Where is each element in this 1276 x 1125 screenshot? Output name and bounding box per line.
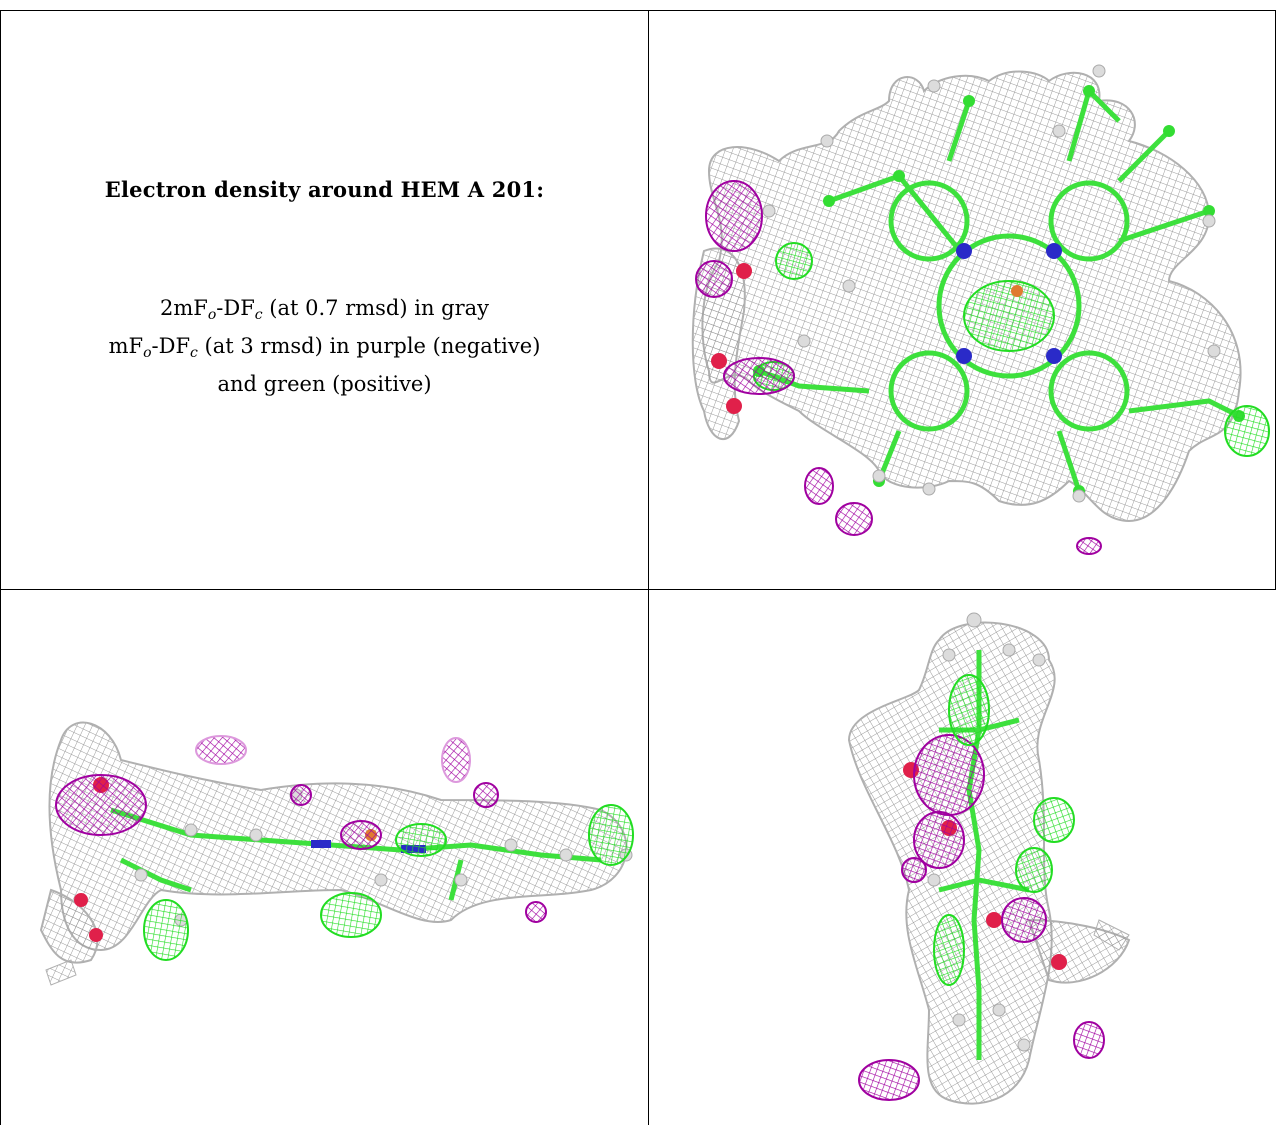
positive-density-blob — [963, 280, 1055, 352]
positive-density-blob — [1033, 797, 1075, 843]
heme-edge-vertical-panel — [649, 590, 1276, 1125]
nitrogen-atoms — [956, 243, 1062, 364]
negative-density-blob — [695, 260, 733, 298]
map-legend: 2mFo-DFc (at 0.7 rmsd) in gray mFo-DFc (… — [1, 293, 648, 400]
caption-cell: Electron density around HEM A 201: 2mFo-… — [1, 11, 648, 589]
negative-density-blob — [290, 784, 312, 806]
negative-density-blob — [340, 820, 382, 850]
heme-edge-vertical-image — [847, 612, 1131, 1105]
positive-density-blob — [1015, 847, 1053, 893]
negative-density-blob — [913, 811, 965, 869]
table-divider-horizontal — [0, 589, 1276, 590]
legend-subscript: c — [190, 345, 198, 361]
negative-density-blob — [804, 467, 834, 505]
negative-density-blob — [1001, 897, 1047, 943]
negative-density-blob — [705, 180, 763, 252]
negative-density-blob — [525, 901, 547, 923]
heme-face-on-panel — [649, 11, 1275, 589]
positive-density-blob — [1224, 405, 1270, 457]
legend-text: -DF — [151, 334, 191, 358]
legend-line-2fo-fc: 2mFo-DFc (at 0.7 rmsd) in gray — [1, 293, 648, 331]
iron-atom — [1011, 285, 1023, 297]
legend-line-fo-fc: mFo-DFc (at 3 rmsd) in purple (negative) — [1, 331, 648, 369]
legend-text: 2mF — [159, 296, 208, 320]
legend-text: mF — [108, 334, 144, 358]
positive-density-blob — [775, 242, 813, 280]
negative-density-blob — [55, 774, 147, 836]
positive-density-blob — [948, 674, 990, 746]
heme-edge-horizontal-image — [39, 721, 634, 986]
negative-density-blob — [835, 502, 873, 536]
hydrogen-atoms — [762, 64, 1221, 503]
negative-density-blob — [1076, 537, 1102, 555]
positive-density-blob — [320, 892, 382, 938]
negative-density-blob — [441, 737, 471, 783]
oxygen-atoms — [711, 263, 752, 414]
table-border-top — [0, 10, 1276, 11]
heme-edge-horizontal-panel — [1, 590, 648, 1125]
negative-density-blob — [901, 857, 927, 883]
legend-line-positive: and green (positive) — [217, 372, 432, 396]
negative-density-blob — [858, 1059, 920, 1101]
negative-density-blob — [473, 782, 499, 808]
table-divider-vertical — [648, 10, 649, 1125]
density-mesh-2fo-fc — [48, 721, 628, 952]
heme-face-on-image — [691, 64, 1270, 555]
density-mesh-fragment — [45, 959, 77, 986]
negative-density-blob — [1073, 1021, 1105, 1059]
positive-density-blob — [143, 899, 189, 961]
caption-title: Electron density around HEM A 201: — [104, 177, 545, 202]
positive-density-blob — [588, 804, 634, 866]
legend-subscript: o — [207, 307, 217, 323]
negative-density-blob — [195, 735, 247, 765]
density-mesh-fragment — [1093, 919, 1130, 951]
legend-subscript: c — [254, 307, 263, 323]
table-border-left — [0, 10, 1, 1125]
negative-density-blob — [723, 357, 795, 395]
legend-text: -DF — [216, 296, 255, 320]
positive-density-blob — [933, 914, 965, 986]
positive-density-blob — [395, 823, 447, 857]
legend-text: (at 3 rmsd) in purple (negative) — [197, 334, 541, 358]
negative-density-blob — [913, 734, 985, 816]
legend-subscript: o — [143, 345, 152, 361]
hydrogen-atoms — [927, 612, 1046, 1052]
legend-text: (at 0.7 rmsd) in gray — [262, 296, 490, 320]
